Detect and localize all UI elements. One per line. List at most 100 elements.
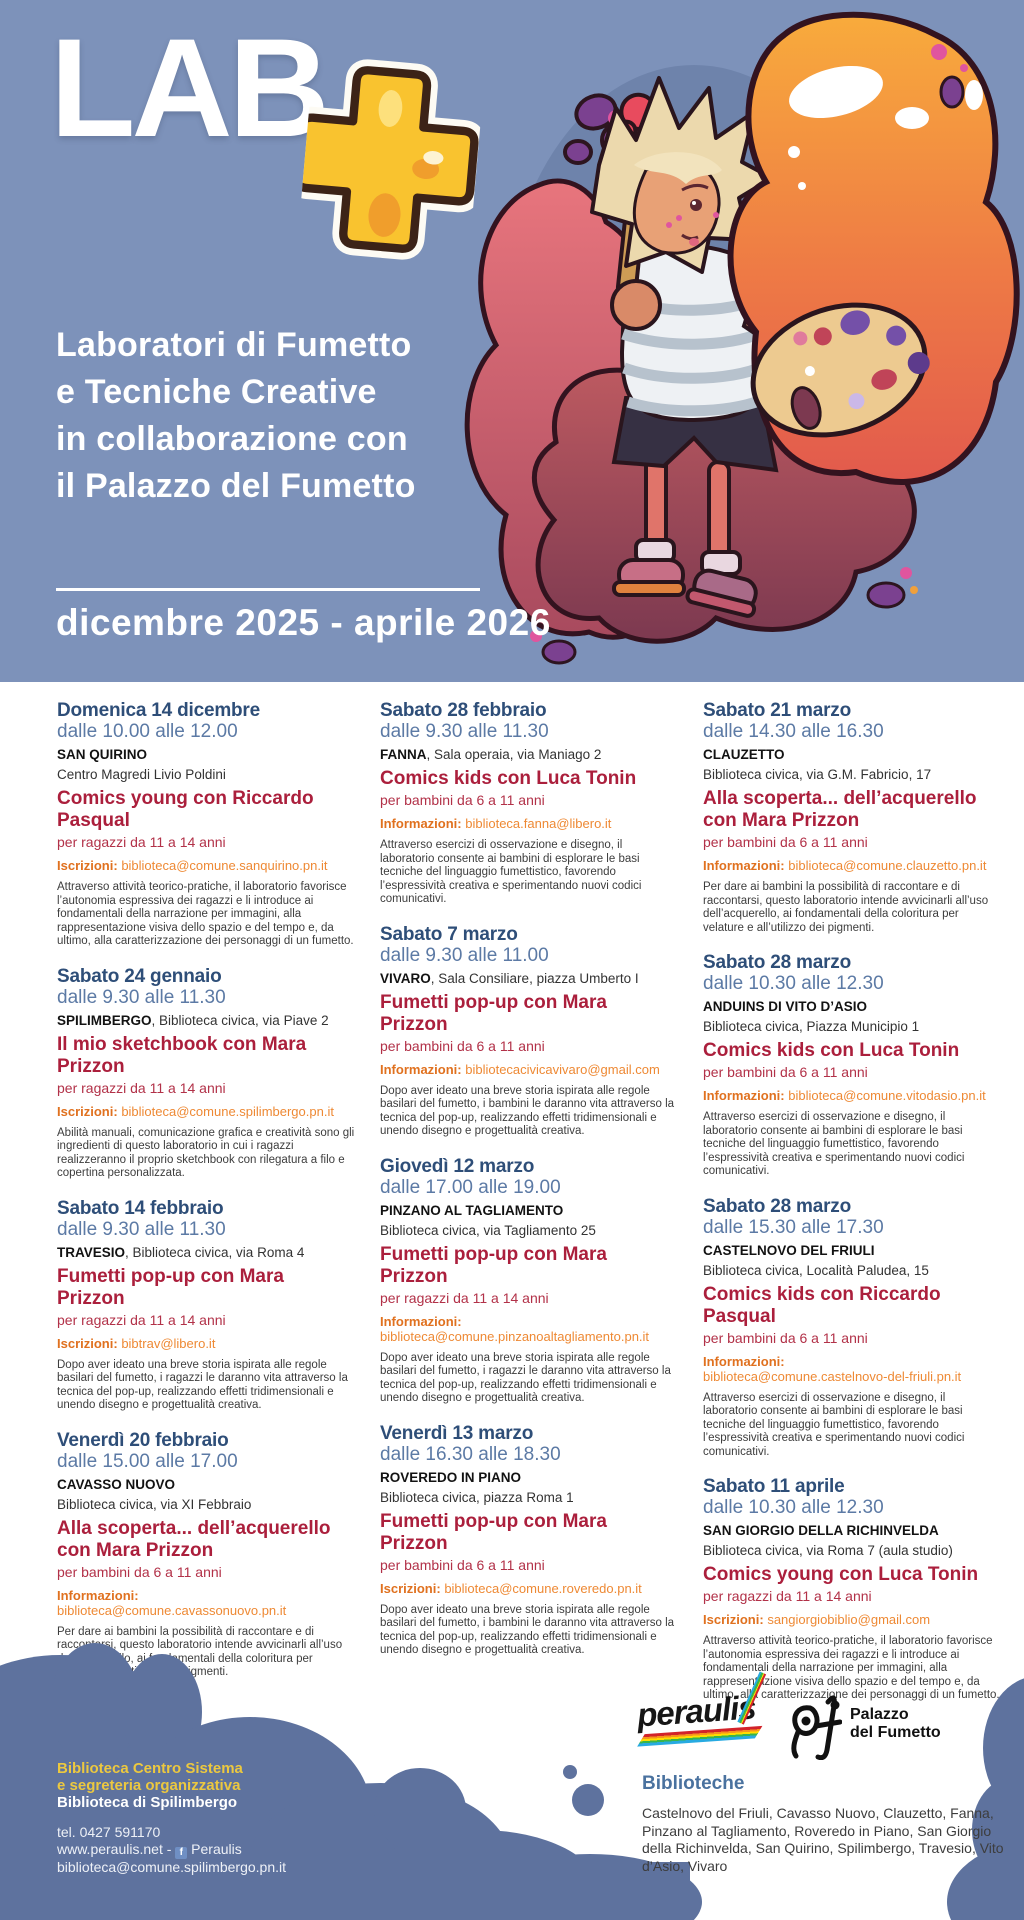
event-date: Venerdì 13 marzo	[380, 1422, 534, 1444]
footer-contacts: tel. 0427 591170 www.peraulis.net - f Pe…	[57, 1824, 286, 1876]
event-description: Attraverso attività teorico-pratiche, il…	[57, 881, 354, 947]
event-title-line: Alla scoperta... dell’acquerello	[703, 788, 977, 809]
event-listing: Sabato 7 marzo dalle 9.30 alle 11.00 VIVAR…	[380, 924, 678, 1139]
event-description: Attraverso esercizi di osservazione e di…	[380, 839, 642, 905]
event-contact-email[interactable]: biblioteca@comune.sanquirino.pn.it	[121, 858, 328, 873]
event-contact: Iscrizioni: sangiorgiobiblio@gmail.com	[703, 1612, 1001, 1627]
event-contact-email[interactable]: biblioteca@comune.pinzanoaltagliamento.p…	[380, 1328, 650, 1344]
footer-email[interactable]: biblioteca@comune.spilimbergo.pn.it	[57, 1859, 286, 1875]
event-contact-email[interactable]: biblioteca@comune.cavassonuovo.pn.it	[57, 1602, 287, 1618]
event-contact-email[interactable]: biblioteca@comune.spilimbergo.pn.it	[121, 1103, 334, 1119]
event-venue-address: Biblioteca civica, Località Paludea, 15	[703, 1262, 929, 1278]
event-contact-label: Informazioni:	[703, 858, 785, 873]
event-contact-email[interactable]: bibtrav@libero.it	[121, 1335, 216, 1351]
title-divider-line	[56, 588, 480, 591]
event-time: dalle 15.30 alle 17.30	[703, 1216, 884, 1238]
event-audience: per bambini da 6 a 11 anni	[380, 1037, 545, 1054]
event-audience: per bambini da 6 a 11 anni	[703, 1329, 868, 1346]
event-time: dalle 9.30 alle 11.00	[380, 944, 549, 966]
event-venue-name: VIVARO	[380, 970, 431, 986]
event-time: dalle 10.30 alle 12.30	[703, 1497, 884, 1518]
event-title-line: Comics young con Luca Tonin	[703, 1564, 979, 1585]
libraries-list: Castelnovo del Friuli, Cavasso Nuovo, Cl…	[642, 1805, 1004, 1874]
event-venue-address: Biblioteca civica, piazza Roma 1	[380, 1489, 574, 1505]
event-venue-name: SPILIMBERGO	[57, 1012, 152, 1028]
event-contact-label: Informazioni:	[703, 1353, 785, 1369]
poster-title-line: e Tecniche Creative	[56, 373, 377, 411]
event-date: Sabato 7 marzo	[380, 923, 518, 945]
event-contact-email[interactable]: biblioteca.fanna@libero.it	[465, 816, 612, 831]
event-contact: Informazioni: biblioteca@comune.castelnov…	[703, 1354, 1001, 1384]
pf-logo-name-line: Palazzo	[850, 1706, 909, 1723]
event-time: dalle 10.30 alle 12.30	[703, 973, 884, 994]
event-venue-name: ANDUINS DI VITO D’ASIO	[703, 999, 868, 1014]
date-range: dicembre 2025 - aprile 2026	[56, 602, 551, 643]
peraulis-logo: peraulis	[636, 1671, 770, 1763]
event-venue-address: Biblioteca civica, Piazza Municipio 1	[703, 1019, 920, 1034]
libraries-heading: Biblioteche	[642, 1773, 745, 1794]
event-audience: per bambini da 6 a 11 anni	[57, 1563, 222, 1580]
event-date: Sabato 21 marzo	[703, 700, 851, 721]
event-title-line: Comics young con Riccardo Pasqual	[57, 788, 314, 831]
event-title: Fumetti pop-up con Mara Prizzon	[380, 1244, 678, 1288]
event-description: Attraverso attività teorico-pratiche, il…	[703, 1635, 1000, 1701]
event-contact-label: Iscrizioni:	[703, 1612, 764, 1627]
organizer-line: Biblioteca Centro Sistema	[57, 1760, 243, 1777]
libraries-block: Biblioteche Castelnovo del Friuli, Cavas…	[642, 1773, 1008, 1875]
event-description: Dopo aver ideato una breve storia ispira…	[380, 1603, 675, 1657]
event-title: Comics young con Riccardo Pasqual	[57, 788, 355, 832]
lab-logo-text: LAB	[50, 9, 330, 166]
event-venue: ANDUINS DI VITO D’ASIO	[703, 999, 1001, 1015]
event-time: dalle 10.00 alle 12.00	[57, 721, 238, 742]
event-listing: Giovedì 12 marzo dalle 17.00 alle 19.00 PI…	[380, 1156, 678, 1406]
event-contact-email[interactable]: sangiorgiobiblio@gmail.com	[767, 1612, 931, 1627]
palazzo-del-fumetto-logo: Palazzo del Fumetto	[788, 1688, 941, 1760]
event-column-1: Domenica 14 dicembre dalle 10.00 alle 12.…	[57, 700, 355, 1697]
poster-title-line: in collaborazione con	[56, 420, 408, 458]
event-date: Sabato 24 gennaio	[57, 965, 222, 987]
organizer-library: Biblioteca di Spilimbergo	[57, 1794, 238, 1811]
event-title-line: Fumetti pop-up con Mara Prizzon	[380, 1243, 607, 1287]
event-venue: PINZANO AL TAGLIAMENTO	[380, 1203, 678, 1219]
event-venue-name: CLAUZETTO	[703, 747, 785, 762]
event-contact-email[interactable]: biblioteca@comune.castelnovo-del-friuli.…	[703, 1368, 962, 1384]
event-time: dalle 15.00 alle 17.00	[57, 1450, 238, 1472]
event-venue: TRAVESIO, Biblioteca civica, via Roma 4	[57, 1244, 305, 1260]
footer-website-link[interactable]: www.peraulis.net -	[57, 1841, 176, 1857]
event-contact-email[interactable]: bibliotecacivicavivaro@gmail.com	[465, 1061, 660, 1077]
event-title-line: Fumetti pop-up con Mara Prizzon	[57, 1265, 284, 1309]
event-contact-label: Informazioni:	[703, 1088, 785, 1103]
event-listing: Sabato 14 febbraio dalle 9.30 alle 11.30 T…	[57, 1198, 355, 1413]
event-contact-label: Iscrizioni:	[57, 1103, 118, 1119]
event-title: Comics kids con Luca Tonin	[380, 768, 678, 790]
event-time: dalle 16.30 alle 18.30	[380, 1443, 561, 1465]
poster-title: Laboratori di Fumetto e Tecniche Creativ…	[56, 322, 416, 510]
event-venue-name: CAVASSO NUOVO	[57, 1476, 176, 1492]
event-description: Attraverso esercizi di osservazione e di…	[703, 1111, 965, 1177]
event-contact-email[interactable]: biblioteca@comune.vitodasio.pn.it	[788, 1088, 986, 1103]
event-venue-name: TRAVESIO	[57, 1244, 126, 1260]
event-title: Alla scoperta... dell’acquerello con Mara…	[57, 1518, 355, 1562]
event-description: Dopo aver ideato una breve storia ispira…	[380, 1084, 675, 1138]
event-audience: per bambini da 6 a 11 anni	[703, 834, 868, 850]
event-title-line: Fumetti pop-up con Mara Prizzon	[380, 1510, 607, 1554]
event-listing: Sabato 28 marzo dalle 15.30 alle 17.30 CAS…	[703, 1196, 1001, 1460]
facebook-icon[interactable]: f	[175, 1847, 188, 1859]
event-date: Sabato 11 aprile	[703, 1476, 845, 1497]
facebook-page-name[interactable]: Peraulis	[191, 1841, 242, 1857]
event-contact-label: Informazioni:	[57, 1587, 139, 1603]
event-audience: per ragazzi da 11 a 14 anni	[380, 1289, 549, 1306]
event-contact: Iscrizioni: biblioteca@comune.sanquirino…	[57, 858, 355, 873]
event-venue: SAN QUIRINO	[57, 747, 355, 763]
event-contact-label: Informazioni:	[380, 816, 462, 831]
event-listing: Sabato 28 marzo dalle 10.30 alle 12.30 AND…	[703, 952, 1001, 1179]
event-time: dalle 17.00 alle 19.00	[380, 1176, 561, 1198]
event-contact-email[interactable]: biblioteca@comune.clauzetto.pn.it	[788, 858, 987, 873]
event-date: Sabato 28 marzo	[703, 952, 851, 973]
event-date: Domenica 14 dicembre	[57, 700, 260, 721]
event-description: Per dare ai bambini la possibilità di ra…	[703, 881, 989, 934]
event-listing: Sabato 11 aprile dalle 10.30 alle 12.30 SA…	[703, 1476, 1001, 1703]
kid-painter-illustration	[464, 11, 1020, 665]
event-contact-email[interactable]: biblioteca@comune.roveredo.pn.it	[444, 1580, 642, 1596]
lab-plus-icon	[285, 53, 486, 267]
